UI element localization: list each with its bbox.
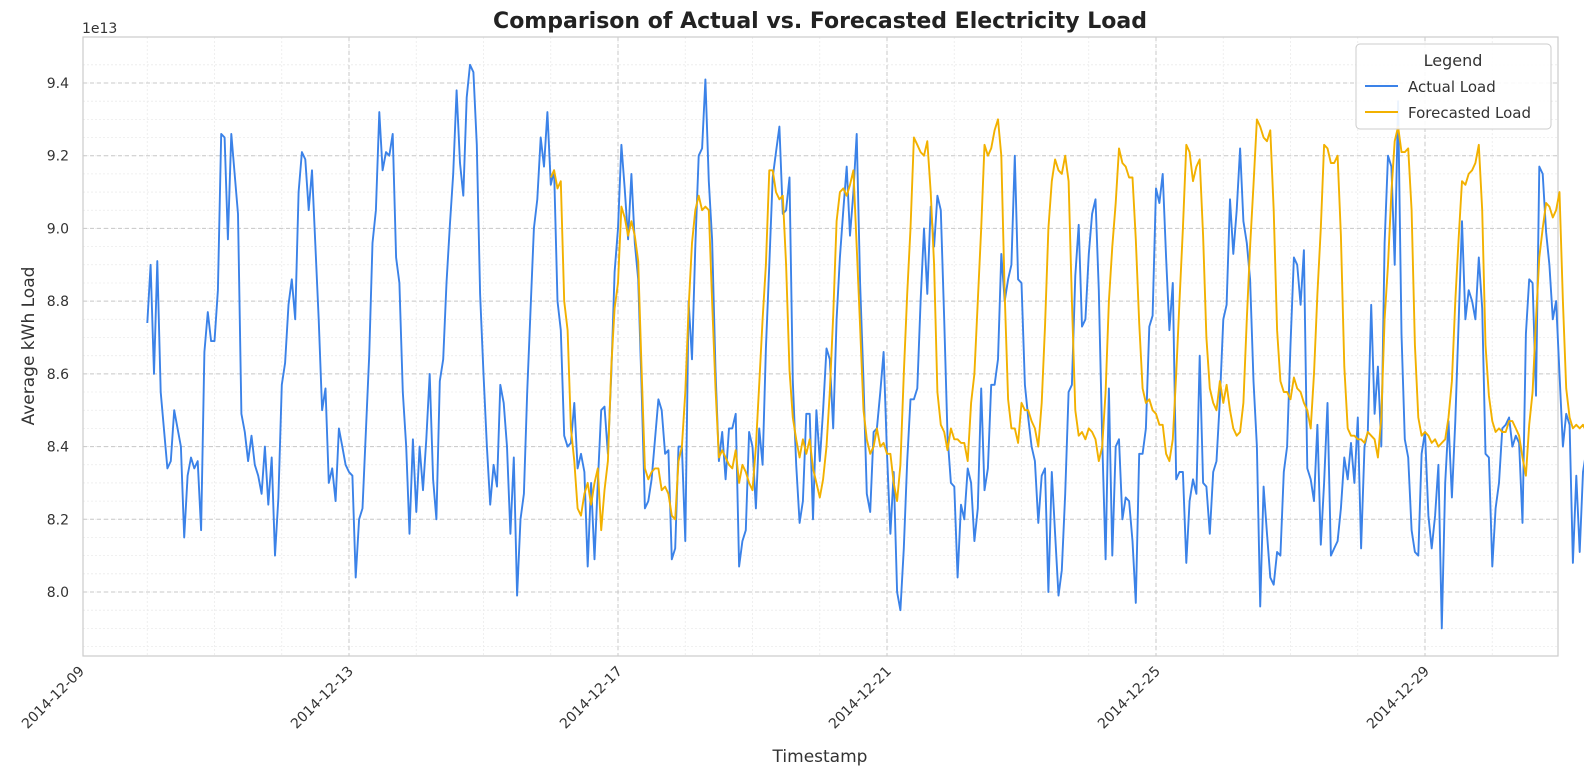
legend: Legend Actual Load Forecasted Load [1355, 43, 1552, 130]
legend-title: Legend [1424, 51, 1483, 70]
y-axis-label: Average kWh Load [19, 267, 39, 426]
y-axis-offset-label: 1e13 [82, 21, 117, 37]
y-tick-label: 8.2 [47, 512, 69, 528]
y-tick-label: 8.8 [47, 294, 69, 310]
legend-box [1355, 43, 1552, 130]
forecasted-load-line [549, 118, 1584, 532]
chart-title: Comparison of Actual vs. Forecasted Elec… [493, 9, 1147, 34]
y-tick-label: 9.2 [47, 149, 69, 165]
legend-label-actual-load: Actual Load [1408, 78, 1496, 96]
x-axis-label: Timestamp [772, 747, 868, 767]
series-layer [146, 63, 1584, 630]
y-tick-labels: 8.0 8.2 8.4 8.6 8.8 9.0 9.2 9.4 [47, 76, 69, 601]
y-tick-label: 8.6 [47, 367, 69, 383]
y-tick-label: 9.0 [47, 221, 69, 237]
y-tick-label: 8.4 [47, 440, 69, 456]
y-tick-label: 9.4 [47, 76, 69, 92]
legend-label-forecasted-load: Forecasted Load [1408, 104, 1531, 122]
y-tick-label: 8.0 [47, 585, 69, 601]
